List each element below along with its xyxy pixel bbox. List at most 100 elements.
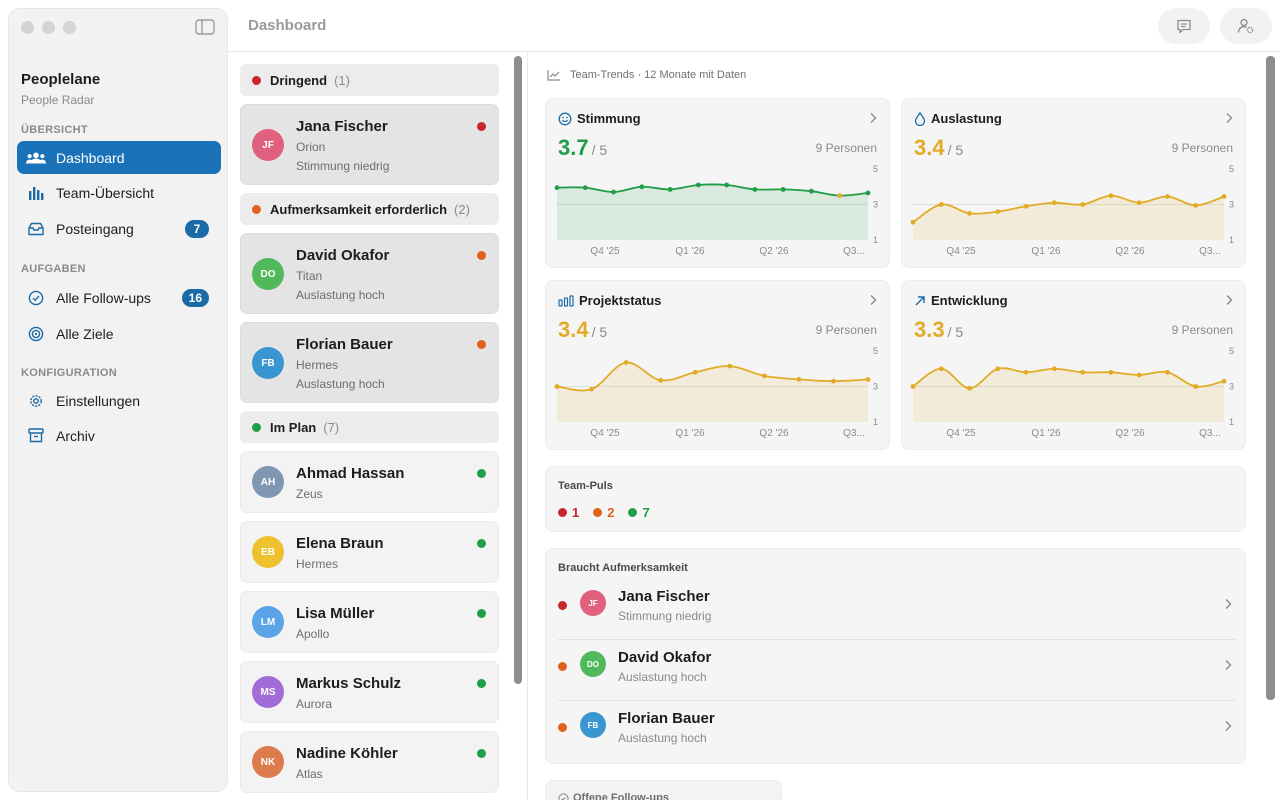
person-card[interactable]: EB Elena Braun Hermes [240,521,499,583]
speech-bubble-icon [1177,19,1191,33]
y-tick-label: 1 [873,417,878,427]
data-point [865,377,871,382]
score-scale: / 5 [591,142,608,158]
status-dot [477,122,486,131]
group-label: Aufmerksamkeit erforderlich [270,201,448,217]
data-point [1080,202,1086,207]
trend-score: 3.7/ 5 [558,135,607,161]
trend-card-project-status[interactable]: 5 3 1 Q4 '25 Q1 '26 Q2 '26 Q3... Projektstatus… [545,280,890,450]
list-scrollbar[interactable] [514,56,522,684]
people-icon [26,148,46,168]
person-card[interactable]: NK Nadine Köhler Atlas [240,731,499,793]
sidebar-item-goals[interactable]: Alle Ziele [17,317,221,350]
sidebar-item-team[interactable]: Team-Übersicht [17,176,221,209]
y-tick-label: 5 [1229,164,1234,174]
window-controls [21,21,76,34]
x-tick-label: Q4 '25 [590,246,620,257]
person-team: Hermes [296,358,339,372]
minimize-window-button[interactable] [42,21,55,34]
drop-icon [914,111,926,126]
avatar: FB [580,712,606,738]
data-point [1221,378,1227,384]
bar-chart-icon [26,183,46,203]
data-point [910,219,916,225]
pulse-on-plan: 7 [628,505,650,520]
pulse-on-plan-count: 7 [642,505,650,520]
data-point [938,366,944,372]
open-followups-label: Offene Follow-ups [573,792,669,800]
bars-icon [558,294,574,307]
person-card[interactable]: JF Jana Fischer Orion Stimmung niedrig [240,104,499,185]
x-tick-label: Q1 '26 [675,428,705,439]
score-value: 3.7 [558,135,589,160]
trend-card-workload[interactable]: 5 3 1 Q4 '25 Q1 '26 Q2 '26 Q3... Auslastung 3.… [901,98,1246,268]
attention-row[interactable]: FB Florian Bauer Auslastung hoch [558,700,1236,761]
attention-row[interactable]: DO David Okafor Auslastung hoch [558,639,1236,700]
close-window-button[interactable] [21,21,34,34]
person-team: Zeus [296,487,323,501]
status-dot [477,251,486,260]
sidebar-item-label: Einstellungen [56,392,141,409]
status-dot [558,508,567,517]
person-card[interactable]: AH Ahmad Hassan Zeus [240,451,499,513]
checkmark-circle-icon [558,792,569,800]
data-point [995,366,1001,372]
score-value: 3.4 [914,135,945,160]
trend-card-mood[interactable]: 5 3 1 Q4 '25 Q1 '26 Q2 '26 Q3... Stimmung 3.7/… [545,98,890,268]
x-tick-label: Q2 '26 [1115,428,1145,439]
account-settings-button[interactable] [1220,8,1272,44]
series-line [556,361,869,392]
chevron-right-icon [1226,295,1233,305]
trend-card-development[interactable]: 5 3 1 Q4 '25 Q1 '26 Q2 '26 Q3... Entwicklung 3… [901,280,1246,450]
sidebar-item-settings[interactable]: Einstellungen [17,384,221,417]
person-name: Elena Braun [296,535,384,552]
person-name: Florian Bauer [296,336,393,353]
y-tick-label: 1 [873,235,878,245]
x-tick-label: Q4 '25 [946,428,976,439]
divider [558,639,1236,640]
person-card[interactable]: DO David Okafor Titan Auslastung hoch [240,233,499,314]
group-header-on-plan[interactable]: Im Plan (7) [240,411,499,443]
data-point [1023,369,1029,375]
open-followups-card[interactable]: Offene Follow-ups [545,780,782,800]
trend-card-title: Projektstatus [558,293,661,308]
x-tick-label: Q3... [1199,428,1221,439]
main-scrollbar[interactable] [1266,56,1275,700]
data-point [1193,202,1199,208]
group-header-urgent[interactable]: Dringend (1) [240,64,499,96]
data-point [837,193,843,199]
chevron-right-icon [870,113,877,123]
sidebar-item-dashboard[interactable]: Dashboard [17,141,221,174]
group-label: Im Plan [270,419,317,435]
person-name: Ahmad Hassan [296,465,405,482]
person-card[interactable]: MS Markus Schulz Aurora [240,661,499,723]
feedback-button[interactable] [1158,8,1210,44]
person-status: Stimmung niedrig [296,159,390,173]
person-status: Auslastung hoch [618,731,707,745]
data-point [1023,203,1029,209]
data-point [1051,366,1057,372]
sidebar-item-inbox[interactable]: Posteingang 7 [17,212,221,245]
group-header-attention[interactable]: Aufmerksamkeit erforderlich (2) [240,193,499,225]
sidebar-item-followups[interactable]: Alle Follow-ups 16 [17,281,221,314]
person-status: Stimmung niedrig [618,609,712,623]
person-card[interactable]: LM Lisa Müller Apollo [240,591,499,653]
person-team: Titan [296,269,323,283]
people-count: 9 Personen [1171,323,1233,337]
person-name: Nadine Köhler [296,745,398,762]
series-area [913,368,1224,422]
data-point [967,385,972,391]
person-card[interactable]: FB Florian Bauer Hermes Auslastung hoch [240,322,499,403]
series-area [557,184,868,240]
avatar: NK [252,746,284,778]
dashboard-main: Team-Trends · 12 Monate mit Daten 5 3 1 Q4 … [529,52,1280,800]
sidebar-item-archive[interactable]: Archiv [17,419,221,452]
sidebar-toggle-icon[interactable] [195,19,215,35]
zoom-window-button[interactable] [63,21,76,34]
person-name: Jana Fischer [618,588,710,605]
attention-row[interactable]: JF Jana Fischer Stimmung niedrig [558,578,1236,639]
status-dot [558,601,567,610]
data-point [695,182,701,188]
team-pulse-card: Team-Puls 1 2 7 [545,466,1246,532]
needs-attention-card: Braucht Aufmerksamkeit JF Jana Fischer S… [545,548,1246,764]
